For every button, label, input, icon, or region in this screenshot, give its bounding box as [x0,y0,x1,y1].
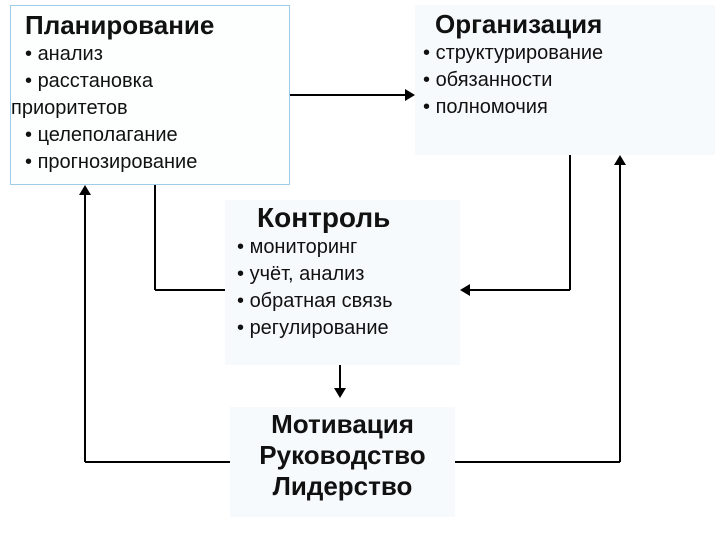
control-item-3: • обратная связь [237,288,456,315]
control-item-1: • мониторинг [237,234,456,261]
control-title: Контроль [237,202,456,234]
control-box: Контроль • мониторинг • учёт, анализ • о… [225,200,460,365]
planning-box: Планирование • анализ • расстановка прио… [10,5,290,185]
planning-dedent: приоритетов [11,95,285,122]
planning-item-1: • анализ [25,41,285,68]
planning-item-3: • целеполагание [25,122,285,149]
organization-title: Организация [423,9,711,40]
planning-item-2: • расстановка [25,68,285,95]
organization-item-1: • структурирование [423,40,711,67]
motivation-title-3: Лидерство [234,471,451,502]
planning-title: Планирование [25,10,285,41]
control-item-4: • регулирование [237,315,456,342]
planning-item-4: • прогнозирование [25,149,285,176]
organization-item-2: • обязанности [423,67,711,94]
organization-box: Организация • структурирование • обязанн… [415,5,715,155]
motivation-title-2: Руководство [234,440,451,471]
motivation-title-1: Мотивация [234,409,451,440]
control-item-2: • учёт, анализ [237,261,456,288]
organization-item-3: • полномочия [423,94,711,121]
motivation-box: Мотивация Руководство Лидерство [230,407,455,517]
